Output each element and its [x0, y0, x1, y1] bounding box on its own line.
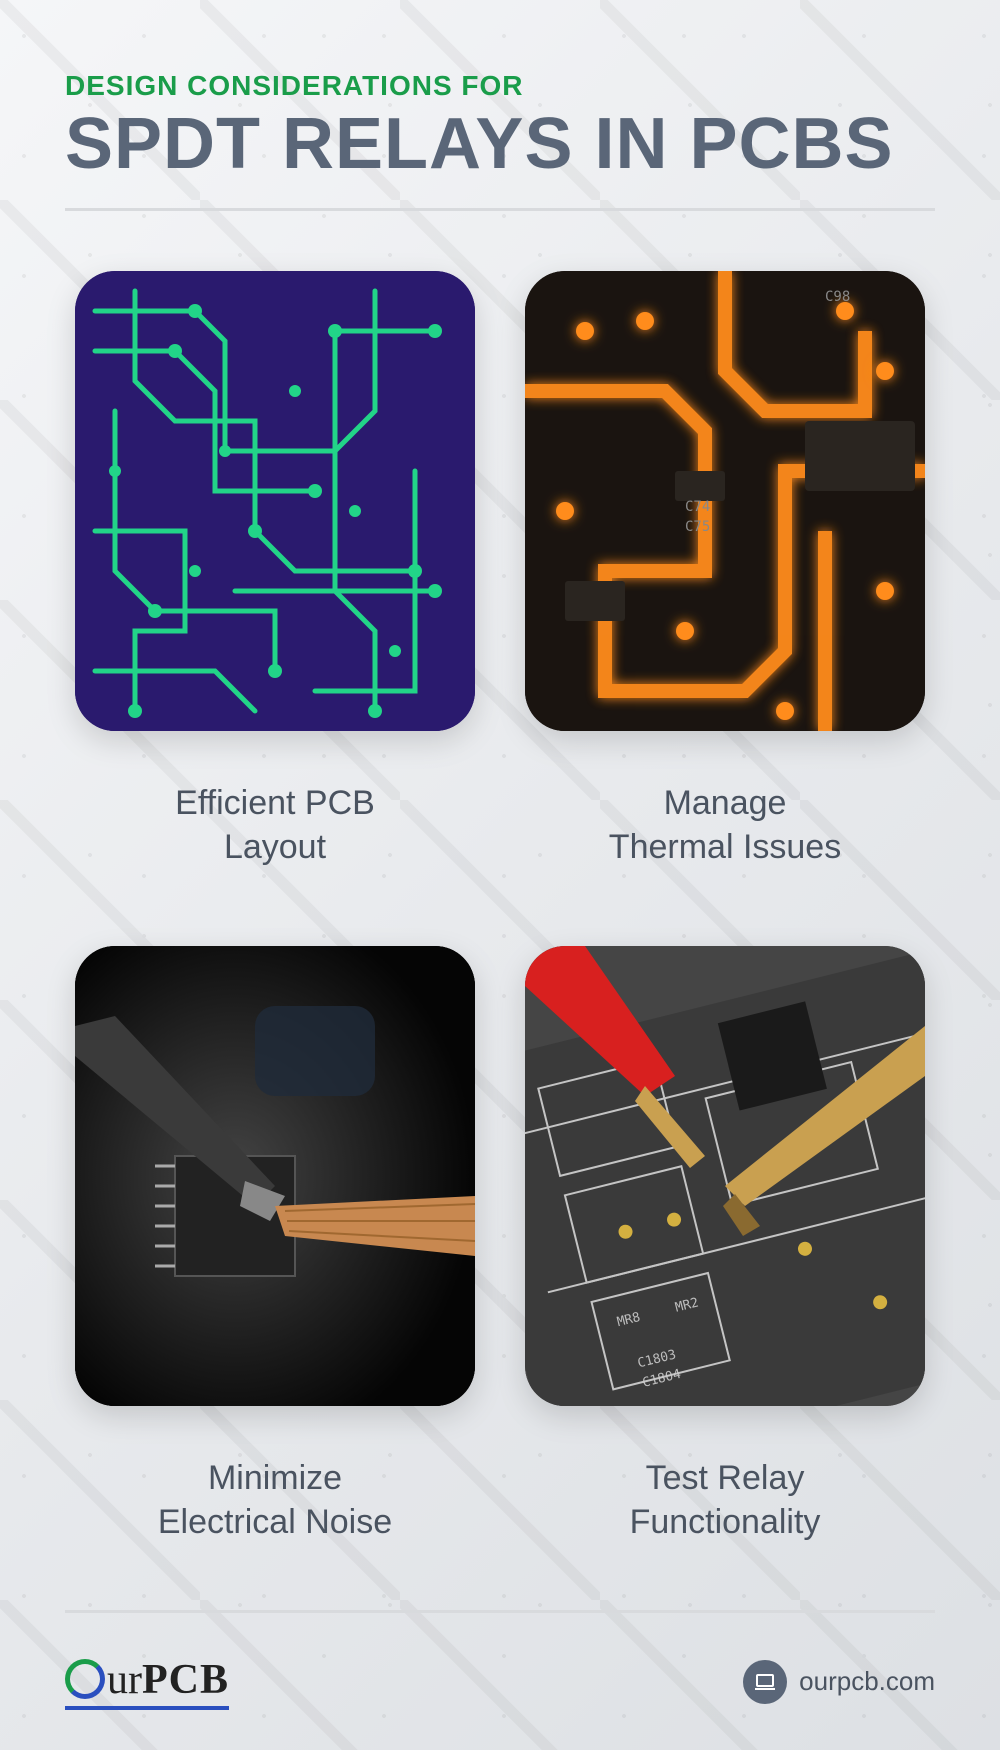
caption-line: Layout — [224, 828, 326, 866]
thumb-test-functionality: MR8MR2 C1803C1804 — [525, 946, 925, 1406]
card-thermal-issues: C98 C74 C75 Manage Thermal Issues — [515, 271, 935, 896]
logo-text-pcb: PCB — [142, 1656, 229, 1704]
site-url-text: ourpcb.com — [799, 1666, 935, 1697]
page-title: SPDT RELAYS IN PCBS — [65, 108, 935, 180]
cards-grid: Efficient PCB Layout — [65, 271, 935, 1570]
caption-electrical-noise: Minimize Electrical Noise — [158, 1456, 392, 1544]
eyebrow-text: DESIGN CONSIDERATIONS FOR — [65, 70, 935, 102]
thumb-efficient-layout — [75, 271, 475, 731]
card-test-functionality: MR8MR2 C1803C1804 — [515, 946, 935, 1571]
logo-text-ur: ur — [107, 1656, 142, 1704]
svg-text:C98: C98 — [825, 289, 850, 305]
card-efficient-layout: Efficient PCB Layout — [65, 271, 485, 896]
caption-thermal-issues: Manage Thermal Issues — [609, 781, 841, 869]
logo-o-icon — [65, 1659, 105, 1699]
caption-line: Functionality — [630, 1503, 821, 1541]
caption-efficient-layout: Efficient PCB Layout — [175, 781, 375, 869]
svg-text:C74: C74 — [685, 499, 710, 515]
caption-test-functionality: Test Relay Functionality — [630, 1456, 821, 1544]
caption-line: Manage — [664, 784, 787, 822]
site-link[interactable]: ourpcb.com — [743, 1660, 935, 1704]
laptop-icon — [743, 1660, 787, 1704]
svg-text:C75: C75 — [685, 519, 710, 535]
caption-line: Test Relay — [646, 1459, 805, 1497]
logo-ourpcb: urPCB — [65, 1653, 229, 1710]
thumb-thermal-issues: C98 C74 C75 — [525, 271, 925, 731]
header-divider — [65, 208, 935, 211]
thermal-glow-illustration: C98 C74 C75 — [525, 271, 925, 731]
caption-line: Efficient PCB — [175, 784, 375, 822]
soldering-illustration — [75, 946, 475, 1406]
caption-line: Thermal Issues — [609, 828, 841, 866]
thumb-electrical-noise — [75, 946, 475, 1406]
footer: urPCB ourpcb.com — [65, 1610, 935, 1710]
card-electrical-noise: Minimize Electrical Noise — [65, 946, 485, 1571]
page-container: DESIGN CONSIDERATIONS FOR SPDT RELAYS IN… — [0, 0, 1000, 1750]
probe-test-illustration: MR8MR2 C1803C1804 — [525, 946, 925, 1406]
caption-line: Electrical Noise — [158, 1503, 392, 1541]
pcb-traces-illustration — [75, 271, 475, 731]
caption-line: Minimize — [208, 1459, 342, 1497]
